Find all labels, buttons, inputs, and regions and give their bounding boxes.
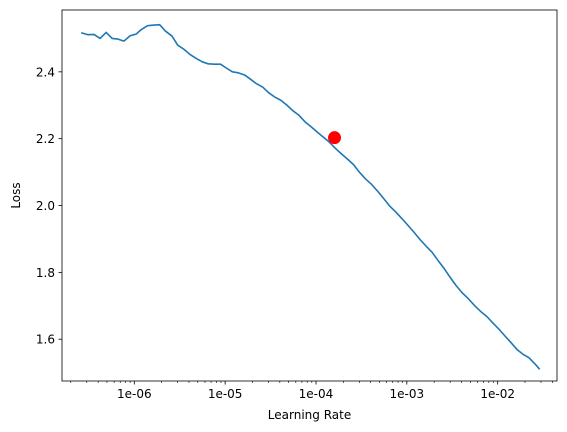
y-tick-label: 2.2 (36, 132, 55, 146)
y-axis-label: Loss (9, 182, 23, 208)
x-tick-label: 1e-02 (480, 387, 515, 401)
loss-series-line-0 (80, 23, 541, 370)
axes-frame (61, 9, 558, 382)
y-tick-label: 2.4 (36, 65, 55, 79)
x-tick-label: 1e-05 (208, 387, 243, 401)
x-axis-label: Learning Rate (268, 408, 351, 422)
x-tick-label: 1e-04 (299, 387, 334, 401)
x-tick-label: 1e-03 (390, 387, 425, 401)
x-tick-label: 1e-06 (117, 387, 152, 401)
y-tick-label: 1.8 (36, 266, 55, 280)
axis-ticks: 1e-06 1e-05 1e-04 1e-03 1e-02 1.6 1.8 2.0 2.2 2.4 (36, 65, 553, 401)
plot-area (80, 23, 541, 370)
suggested-lr-marker (328, 131, 342, 145)
y-tick-label: 1.6 (36, 333, 55, 347)
y-tick-label: 2.0 (36, 199, 55, 213)
